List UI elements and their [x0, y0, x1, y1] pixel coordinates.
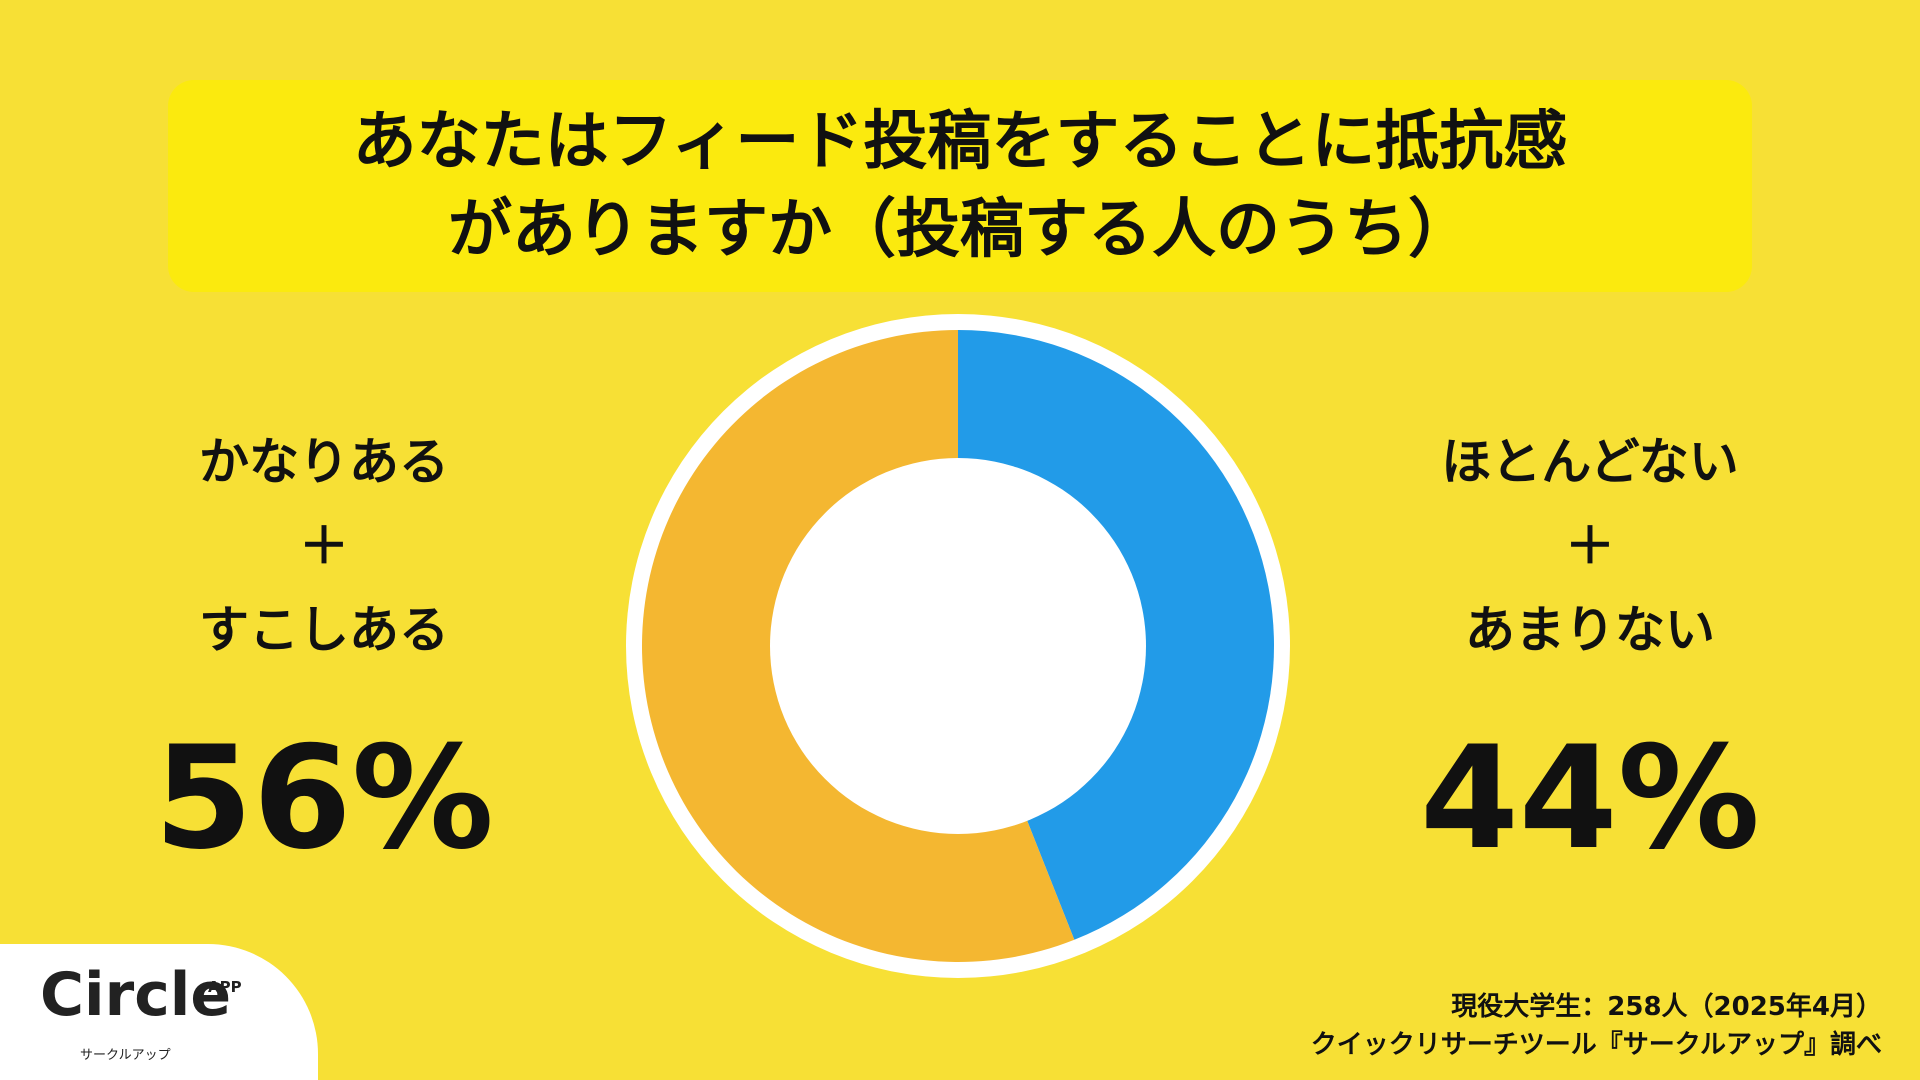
- source-line-1: 現役大学生：258人（2025年4月）: [1451, 992, 1882, 1022]
- right-label-plus: ＋: [1565, 517, 1615, 575]
- source-note: 現役大学生：258人（2025年4月） クイックリサーチツール『サークルアップ』…: [1311, 988, 1882, 1064]
- right-percent-label: 44%: [1420, 716, 1760, 881]
- left-label-line-2: すこしある: [199, 601, 449, 659]
- title-line-1: あなたはフィード投稿をすることに抵抗感: [352, 105, 1568, 179]
- left-label-line-1: かなりある: [199, 433, 449, 491]
- logo-subtitle: サークルアップ: [80, 1048, 171, 1063]
- title-banner: あなたはフィード投稿をすることに抵抗感 がありますか（投稿する人のうち）: [168, 80, 1752, 292]
- source-line-2: クイックリサーチツール『サークルアップ』調べ: [1310, 1030, 1882, 1060]
- left-category-label: かなりある ＋ すこしある 56%: [84, 420, 564, 874]
- right-label-line-2: あまりない: [1465, 601, 1715, 659]
- donut-hole: [770, 458, 1146, 834]
- left-label-plus: ＋: [299, 517, 349, 575]
- left-percent-label: 56%: [154, 716, 494, 881]
- logo-wordmark: Circle: [40, 960, 232, 1030]
- right-label-line-1: ほとんどない: [1441, 433, 1739, 491]
- right-category-label: ほとんどない ＋ あまりない 44%: [1350, 420, 1830, 874]
- logo: Circle APP サークルアップ: [0, 944, 318, 1080]
- title-line-2: がありますか（投稿する人のうち）: [448, 193, 1472, 267]
- logo-app-tag: APP: [208, 978, 242, 996]
